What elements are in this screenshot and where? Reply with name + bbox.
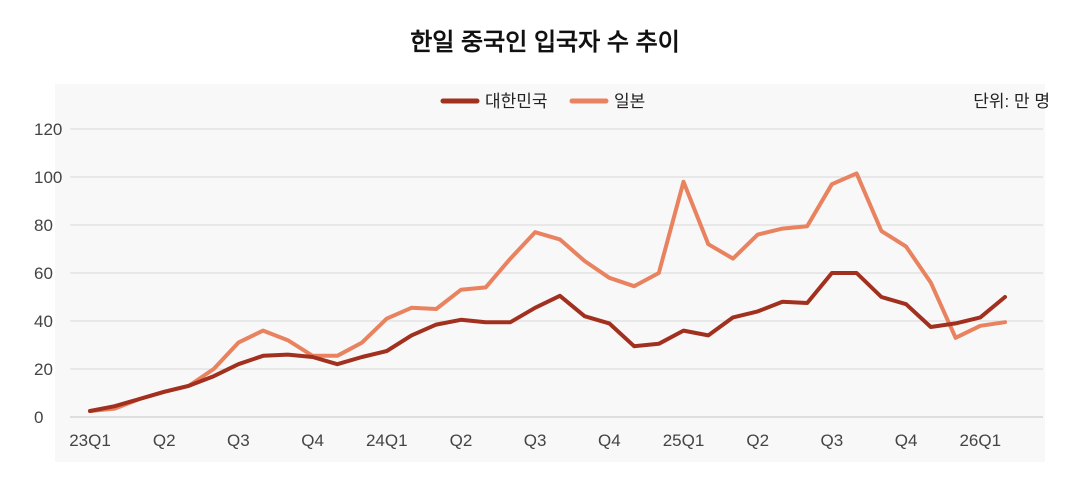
series-line-korea bbox=[88, 271, 1007, 413]
x-tick-label: 26Q1 bbox=[959, 431, 1001, 450]
y-tick-label: 120 bbox=[34, 120, 62, 139]
legend-label: 일본 bbox=[614, 92, 645, 111]
x-tick-label: Q2 bbox=[746, 431, 769, 450]
x-tick-label: Q2 bbox=[450, 431, 473, 450]
x-tick-label: Q3 bbox=[524, 431, 547, 450]
x-tick-label: Q3 bbox=[821, 431, 844, 450]
y-tick-label: 100 bbox=[34, 168, 62, 187]
x-tick-label: Q3 bbox=[227, 431, 250, 450]
series-line-japan bbox=[88, 171, 1007, 413]
x-tick-label: Q4 bbox=[301, 431, 324, 450]
y-tick-label: 80 bbox=[34, 216, 53, 235]
x-tick-label: 24Q1 bbox=[366, 431, 408, 450]
x-tick-label: 23Q1 bbox=[69, 431, 111, 450]
x-tick-label: Q4 bbox=[895, 431, 918, 450]
x-tick-label: Q2 bbox=[153, 431, 176, 450]
legend-label: 대한민국 bbox=[485, 92, 548, 111]
chart-title: 한일 중국인 입국자 수 추이 bbox=[410, 29, 680, 56]
y-tick-label: 40 bbox=[34, 312, 53, 331]
y-tick-label: 0 bbox=[34, 408, 43, 427]
unit-label: 단위: 만 명 bbox=[973, 92, 1050, 111]
x-tick-label: 25Q1 bbox=[663, 431, 705, 450]
y-tick-label: 60 bbox=[34, 264, 53, 283]
x-tick-label: Q4 bbox=[598, 431, 621, 450]
y-tick-label: 20 bbox=[34, 360, 53, 379]
